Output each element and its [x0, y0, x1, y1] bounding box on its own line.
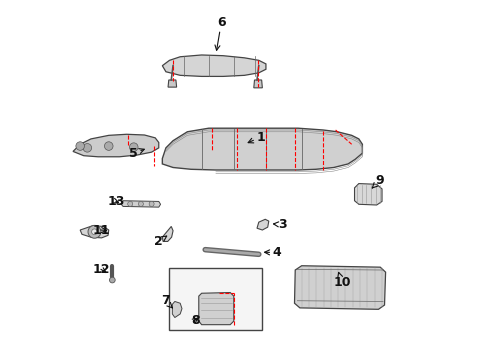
Circle shape [88, 225, 101, 238]
Circle shape [149, 202, 154, 206]
Circle shape [83, 144, 91, 152]
Circle shape [76, 142, 84, 150]
Polygon shape [73, 134, 159, 157]
Bar [169, 267, 262, 330]
Text: 13: 13 [107, 195, 124, 208]
Circle shape [104, 142, 113, 150]
Text: 4: 4 [264, 246, 281, 259]
Text: 12: 12 [92, 263, 109, 276]
Circle shape [91, 229, 97, 235]
Circle shape [129, 143, 138, 152]
Polygon shape [162, 55, 265, 76]
Polygon shape [294, 266, 385, 309]
Text: 8: 8 [190, 314, 199, 327]
Text: 9: 9 [371, 174, 383, 188]
Text: 2: 2 [154, 235, 166, 248]
Text: 6: 6 [215, 16, 225, 50]
Polygon shape [168, 80, 176, 87]
Circle shape [138, 202, 143, 206]
Text: 10: 10 [333, 273, 350, 289]
Polygon shape [198, 293, 233, 325]
Text: 1: 1 [248, 131, 264, 144]
Circle shape [109, 277, 115, 283]
Polygon shape [354, 184, 381, 205]
Circle shape [127, 202, 132, 206]
Polygon shape [162, 226, 173, 242]
Text: 11: 11 [92, 224, 109, 237]
Polygon shape [172, 301, 182, 318]
Polygon shape [80, 226, 108, 238]
Polygon shape [253, 80, 262, 88]
Polygon shape [121, 201, 160, 207]
Polygon shape [162, 128, 362, 170]
Text: 5: 5 [129, 147, 144, 160]
Text: 3: 3 [273, 218, 286, 231]
Text: 7: 7 [161, 294, 172, 308]
Polygon shape [257, 219, 268, 230]
